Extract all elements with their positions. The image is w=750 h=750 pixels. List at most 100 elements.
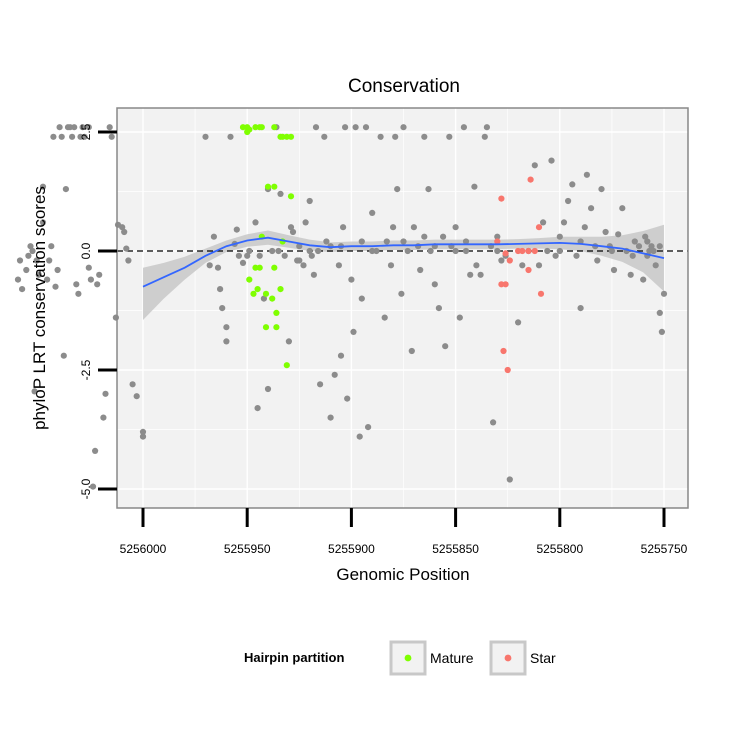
point-star [525,266,532,274]
point-mature [273,309,280,316]
point-other [16,257,24,264]
point-other [629,252,636,259]
point-other [431,281,438,288]
point-other [219,305,226,312]
point-mature [279,133,286,140]
point-other [87,276,94,283]
point-star [502,250,509,257]
point-other [210,233,217,240]
point-star [537,290,545,297]
point-other [540,219,547,226]
point-other [235,252,242,259]
point-other [108,133,115,140]
point-other [300,262,307,269]
point-other [252,219,259,226]
point-other [75,290,82,297]
point-other [29,247,36,255]
point-other [264,385,272,393]
point-other [646,247,653,255]
point-other [60,352,67,359]
point-other [452,224,459,231]
point-other [544,247,551,255]
point-other [35,271,42,278]
point-other [315,247,322,255]
point-other [317,381,324,388]
point-other [277,190,284,197]
point-other [473,262,480,269]
point-other [365,424,372,431]
point-other [573,252,580,259]
point-other [588,205,595,212]
point-other [23,266,30,274]
point-other [92,447,99,454]
point-other [556,247,563,255]
point-other [310,271,317,278]
point-other [206,262,213,269]
point-other [64,124,72,131]
point-other [381,314,388,321]
point-other [515,319,522,326]
point-other [400,238,407,245]
point-star [498,195,505,202]
point-other [598,186,605,193]
point-other [121,228,128,236]
point-other [308,252,315,259]
point-other [660,290,668,297]
point-star [506,257,513,264]
point-mature [246,126,253,133]
point-other [112,314,119,321]
point-other [133,393,140,400]
point-other [556,233,563,240]
legend: Hairpin partition Mature Star [244,640,556,676]
point-other [289,228,297,236]
point-other [244,252,251,259]
point-other [594,257,601,264]
point-other [362,124,370,131]
point-other [652,262,659,269]
point-other [398,290,405,297]
point-other [577,305,584,312]
point-other [358,238,365,245]
point-other [19,286,26,293]
point-other [73,281,80,288]
point-other [467,271,474,278]
legend-entries: Mature Star [389,640,556,676]
point-other [139,428,147,435]
point-other [335,262,342,269]
point-other [460,124,467,131]
point-other [217,286,224,293]
point-other [377,133,384,140]
point-other [296,257,303,264]
point-other [531,162,538,169]
point-mature [256,264,263,271]
y-tick-label: -2.5 [79,359,93,380]
point-other [246,247,253,255]
point-other [114,221,122,228]
point-other [548,157,555,164]
point-other [202,133,209,140]
point-other [602,228,609,236]
point-other [415,243,422,250]
point-mature [246,276,253,283]
y-tick-label: 2.5 [79,123,93,140]
point-other [14,276,22,283]
point-other [227,133,234,140]
point-other [390,224,397,231]
point-other [223,324,230,331]
point-other [123,245,130,252]
point-other [427,247,434,255]
point-star [525,247,532,255]
point-other [658,328,666,335]
point-other [392,133,399,140]
point-other [256,252,263,259]
legend-label-star: Star [530,650,556,666]
point-other [552,252,559,259]
point-other [281,252,288,259]
point-mature [262,324,270,331]
point-other [139,433,147,440]
point-other [456,314,463,321]
point-other [410,224,417,231]
point-other [125,257,132,264]
point-other [490,419,497,426]
